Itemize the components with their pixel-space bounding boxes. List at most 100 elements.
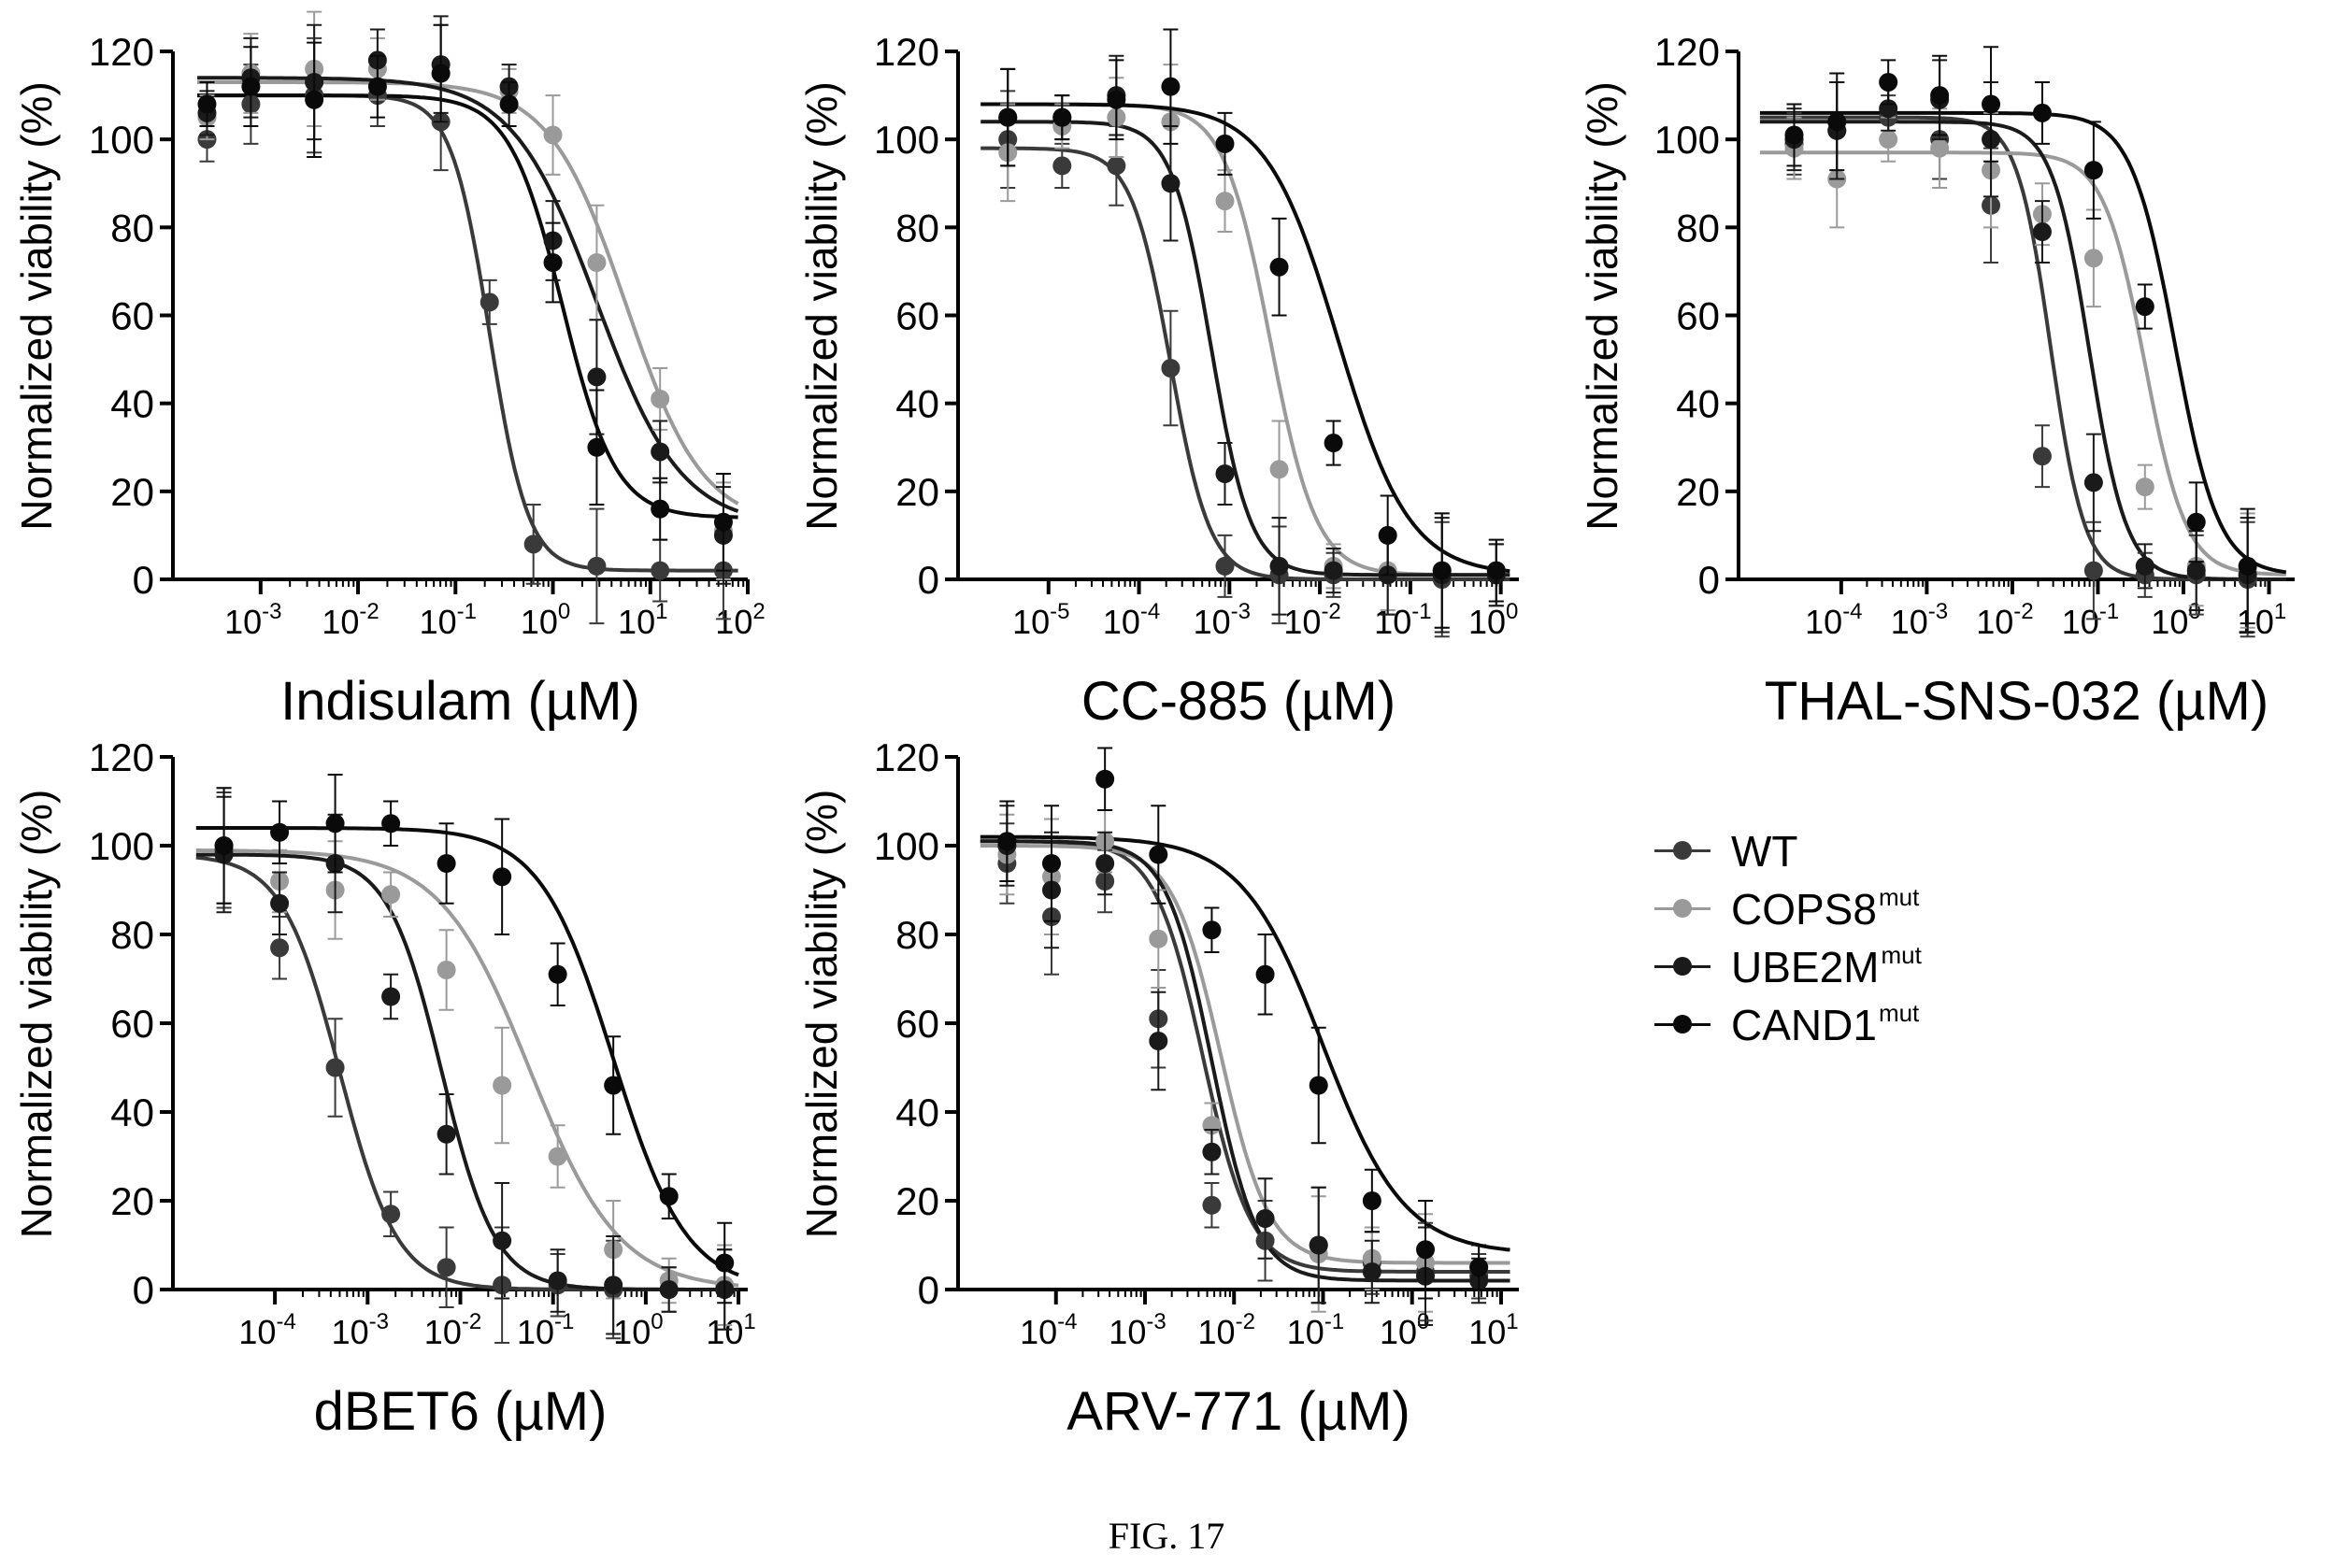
data-point-cand1: [1052, 107, 1072, 127]
x-tick-label: 101: [2237, 599, 2286, 641]
data-point-cand1: [604, 1076, 623, 1095]
data-point-ube2m: [1324, 561, 1343, 580]
y-tick-label: 20: [110, 1179, 154, 1223]
x-tick-label: 100: [2151, 599, 2200, 641]
data-point-ube2m: [651, 442, 670, 462]
figure-caption: FIG. 17: [1108, 1515, 1225, 1557]
data-point-ube2m: [1362, 1262, 1381, 1281]
legend-label-cops8: COPS8mut: [1731, 882, 1920, 934]
fit-curve-ube2m: [197, 76, 739, 513]
y-tick-label: 60: [895, 294, 939, 338]
data-point-cand1: [2032, 103, 2052, 122]
data-point-cand1: [1309, 1076, 1328, 1095]
data-point-cand1: [1378, 525, 1397, 545]
legend-swatch-cand1: [1654, 1015, 1710, 1033]
x-tick-label: 10-4: [1020, 1309, 1077, 1351]
data-point-wt: [479, 292, 499, 312]
data-point-wt: [1215, 556, 1235, 576]
data-point-ube2m: [2083, 473, 2103, 492]
data-point-wt: [1052, 156, 1072, 176]
y-axis-title: Normalized viability (%): [797, 81, 846, 531]
data-point-cand1: [214, 836, 234, 855]
y-tick-label: 40: [895, 1090, 939, 1134]
data-point-ube2m: [1269, 556, 1289, 576]
data-point-cops8: [651, 389, 670, 408]
x-tick-label: 10-4: [238, 1309, 295, 1351]
y-axis-title: Normalized viability (%): [1578, 81, 1626, 531]
x-tick-label: 100: [1468, 599, 1518, 641]
x-tick-label: 10-2: [424, 1309, 481, 1351]
x-tick-label: 102: [715, 599, 765, 641]
data-point-cand1: [715, 1253, 735, 1273]
data-point-wt: [2083, 561, 2103, 580]
y-tick-label: 80: [110, 913, 154, 957]
data-point-ube2m: [381, 987, 401, 1006]
data-point-cand1: [437, 854, 456, 873]
data-point-cops8: [493, 1076, 512, 1095]
y-tick-label: 100: [89, 118, 154, 162]
data-point-cand1: [367, 77, 387, 96]
data-point-ube2m: [604, 1276, 623, 1295]
data-point-cand1: [1269, 257, 1289, 277]
y-tick-label: 40: [1676, 382, 1720, 426]
data-point-ube2m: [2186, 561, 2206, 580]
x-tick-label: 10-3: [1891, 599, 1948, 641]
chart-panel-arv-771-m: 0 20 40 60 80 100 120 10-4 10-3 10-2 10-1 100 101 ARV…: [797, 735, 1519, 1442]
y-tick-label: 20: [110, 470, 154, 514]
data-point-cand1: [270, 822, 290, 842]
y-tick-label: 100: [1654, 118, 1720, 162]
x-tick-label: 10-3: [332, 1309, 389, 1351]
y-tick-label: 120: [874, 735, 939, 779]
fit-curve-wt: [197, 93, 738, 573]
data-point-cand1: [1202, 920, 1222, 940]
y-tick-label: 120: [89, 735, 154, 779]
legend-item-cand1: CAND1mut: [1654, 996, 1919, 1052]
chart-panel-indisulam-m: 0 20 40 60 80 100 120 10-3 10-2 10-1 100 101 102 Indi…: [12, 10, 766, 732]
data-point-cand1: [2238, 556, 2257, 576]
data-point-ube2m: [587, 367, 607, 387]
x-tick-label: 10-2: [1976, 599, 2033, 641]
data-point-ube2m: [1215, 464, 1235, 483]
data-point-cand1: [1107, 90, 1126, 109]
x-tick-label: 10-1: [420, 599, 477, 641]
y-tick-label: 40: [110, 1090, 154, 1134]
data-point-cand1: [431, 64, 451, 83]
data-point-ube2m: [548, 1271, 567, 1290]
data-point-wt: [325, 1058, 345, 1077]
data-point-cand1: [1362, 1191, 1381, 1210]
data-point-cand1: [1416, 1240, 1435, 1260]
x-axis-title: Indisulam (µM): [280, 671, 640, 732]
y-tick-label: 0: [918, 558, 939, 602]
chart-panel-cc-885-m: 0 20 40 60 80 100 120 10-5 10-4 10-3 10-2 10-1 100 CC…: [797, 28, 1519, 732]
legend-item-ube2m: UBE2Mmut: [1654, 938, 1922, 994]
legend-swatch-ube2m: [1654, 957, 1710, 976]
data-point-cops8: [587, 253, 607, 272]
y-tick-label: 100: [89, 824, 154, 868]
data-point-cand1: [998, 107, 1018, 127]
data-point-ube2m: [2135, 556, 2154, 576]
legend-label-wt: WT: [1731, 826, 1798, 876]
x-tick-label: 10-2: [322, 599, 379, 641]
legend-label-ube2m: UBE2Mmut: [1731, 940, 1922, 991]
data-point-cand1: [305, 90, 324, 109]
data-point-wt: [381, 1205, 401, 1224]
data-point-cops8: [1215, 192, 1235, 211]
data-point-wt: [437, 1258, 456, 1277]
data-point-cand1: [1827, 112, 1847, 132]
data-point-cand1: [1215, 134, 1235, 153]
legend: WT COPS8mut UBE2Mmut CAND1mut: [1654, 822, 2047, 1103]
data-point-ube2m: [437, 1124, 456, 1144]
y-tick-label: 60: [895, 1002, 939, 1046]
y-tick-label: 100: [874, 824, 939, 868]
data-point-ube2m: [1095, 854, 1115, 873]
data-point-cops8: [2135, 478, 2154, 497]
x-tick-label: 101: [618, 599, 667, 641]
x-tick-label: 10-1: [2062, 599, 2119, 641]
data-point-cand1: [1149, 845, 1168, 864]
data-point-cand1: [1161, 77, 1181, 96]
chart-panel-thal-sns-032-m: 0 20 40 60 80 100 120 10-4 10-3 10-2 10-1 100 101 THA…: [1578, 30, 2295, 732]
fit-curve-cops8: [197, 80, 739, 506]
y-tick-label: 120: [874, 30, 939, 74]
data-point-ube2m: [1161, 174, 1181, 193]
